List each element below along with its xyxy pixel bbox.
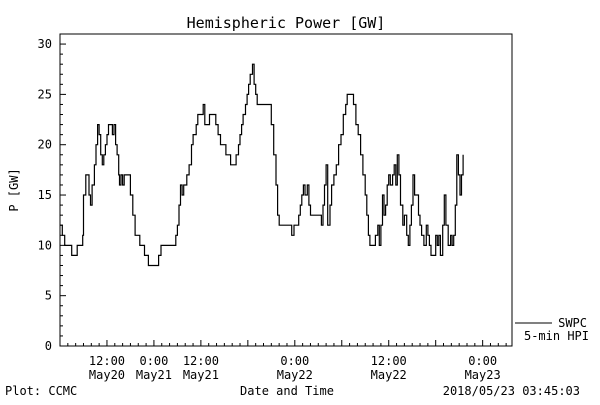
x-tick-time-label: 12:00: [183, 354, 219, 368]
legend-line-2: 5-min HPI: [524, 329, 589, 343]
y-tick-labels: 0 5 10 15 20 25 30: [38, 37, 52, 353]
plot-border: [59, 33, 513, 347]
series-group: [60, 63, 464, 267]
x-tick-time-label: 0:00: [468, 354, 497, 368]
x-tick-date-label: May21: [183, 368, 219, 382]
plot-frame: [59, 33, 513, 347]
x-tick-date-label: May22: [371, 368, 407, 382]
x-tick-time-label: 12:00: [89, 354, 125, 368]
legend: SWPC 5-min HPI: [515, 316, 589, 343]
x-tick-date-label: May22: [277, 368, 313, 382]
y-tick-label: 5: [45, 289, 52, 303]
y-tick-label: 10: [38, 238, 52, 252]
footer-left: Plot: CCMC: [5, 384, 77, 398]
x-tick-labels: 12:00May200:00May2112:00May210:00May2212…: [89, 354, 501, 382]
x-axis-label: Date and Time: [240, 384, 334, 398]
y-tick-label: 30: [38, 37, 52, 51]
x-tick-date-label: May23: [465, 368, 501, 382]
x-tick-date-label: May21: [136, 368, 172, 382]
x-tick-date-label: May20: [89, 368, 125, 382]
y-tick-label: 25: [38, 87, 52, 101]
y-tick-label: 15: [38, 188, 52, 202]
series-line: [60, 63, 464, 267]
y-axis-label: P [GW]: [7, 168, 21, 211]
footer-timestamp: 2018/05/23 03:45:03: [443, 384, 580, 398]
legend-line-1: SWPC: [558, 316, 587, 330]
x-tick-time-label: 0:00: [139, 354, 168, 368]
chart-title: Hemispheric Power [GW]: [187, 14, 386, 32]
y-tick-label: 0: [45, 339, 52, 353]
y-tick-label: 20: [38, 138, 52, 152]
x-tick-time-label: 0:00: [280, 354, 309, 368]
x-tick-time-label: 12:00: [371, 354, 407, 368]
axis-ticks: [59, 33, 507, 347]
